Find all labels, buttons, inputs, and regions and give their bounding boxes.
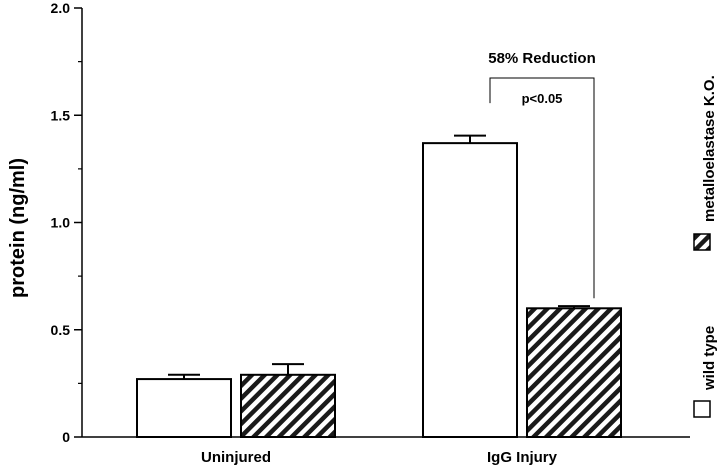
bar-wild-type-1 <box>422 142 518 438</box>
category-label-0: Uninjured <box>201 449 271 466</box>
reduction-label: 58% Reduction <box>488 50 596 67</box>
y-tick-label-4: 2.0 <box>51 0 71 16</box>
legend-label-knockout: metalloelastase K.O. <box>701 75 718 222</box>
bar-knockout-1 <box>526 307 622 438</box>
y-tick-label-3: 1.5 <box>51 107 71 123</box>
legend-swatch-knockout <box>693 233 711 251</box>
legend: wild type metalloelastase K.O. <box>693 75 718 418</box>
bar-wild-type-0 <box>136 378 232 438</box>
y-ticks: 0 0.5 1.0 1.5 2.0 <box>51 0 82 445</box>
category-labels: Uninjured IgG Injury <box>201 449 558 466</box>
y-tick-label-1: 0.5 <box>51 322 71 338</box>
legend-label-wild-type: wild type <box>701 326 718 391</box>
y-tick-label-0: 0 <box>62 429 70 445</box>
significance-bracket <box>489 77 595 299</box>
y-axis-label: protein (ng/ml) <box>7 158 29 298</box>
error-bars <box>168 134 590 380</box>
bars <box>136 142 622 439</box>
legend-swatch-wild-type <box>693 400 711 418</box>
p-value-label: p<0.05 <box>522 91 563 106</box>
significance-annotation: 58% Reduction p<0.05 <box>488 50 596 299</box>
y-tick-label-2: 1.0 <box>51 215 71 231</box>
category-label-1: IgG Injury <box>487 449 558 466</box>
bar-knockout-0 <box>240 373 336 439</box>
